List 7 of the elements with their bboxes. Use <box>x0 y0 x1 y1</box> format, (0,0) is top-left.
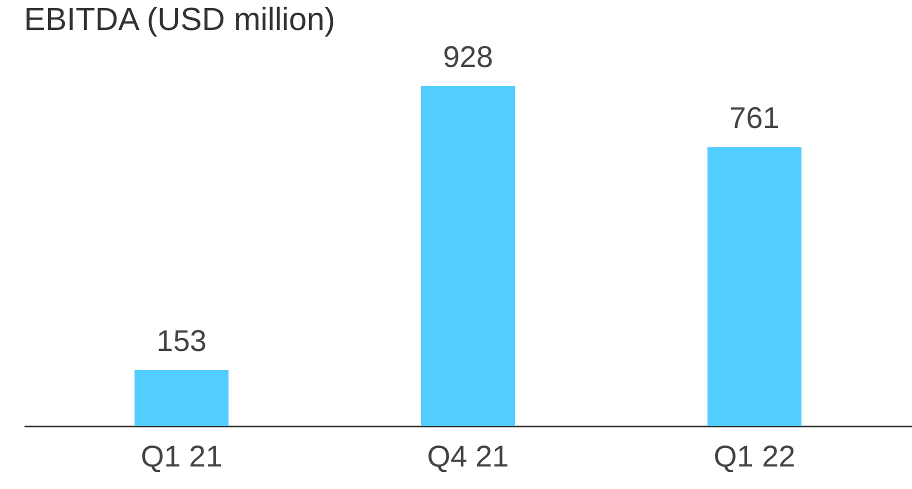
x-tick-label: Q1 22 <box>714 440 796 474</box>
data-label: 153 <box>156 324 207 358</box>
data-label: 761 <box>729 102 780 136</box>
chart-title: EBITDA (USD million) <box>24 1 336 37</box>
data-label: 928 <box>442 41 494 74</box>
x-tick-label: Q1 21 <box>140 440 222 474</box>
x-tick-label: Q4 21 <box>427 440 509 474</box>
